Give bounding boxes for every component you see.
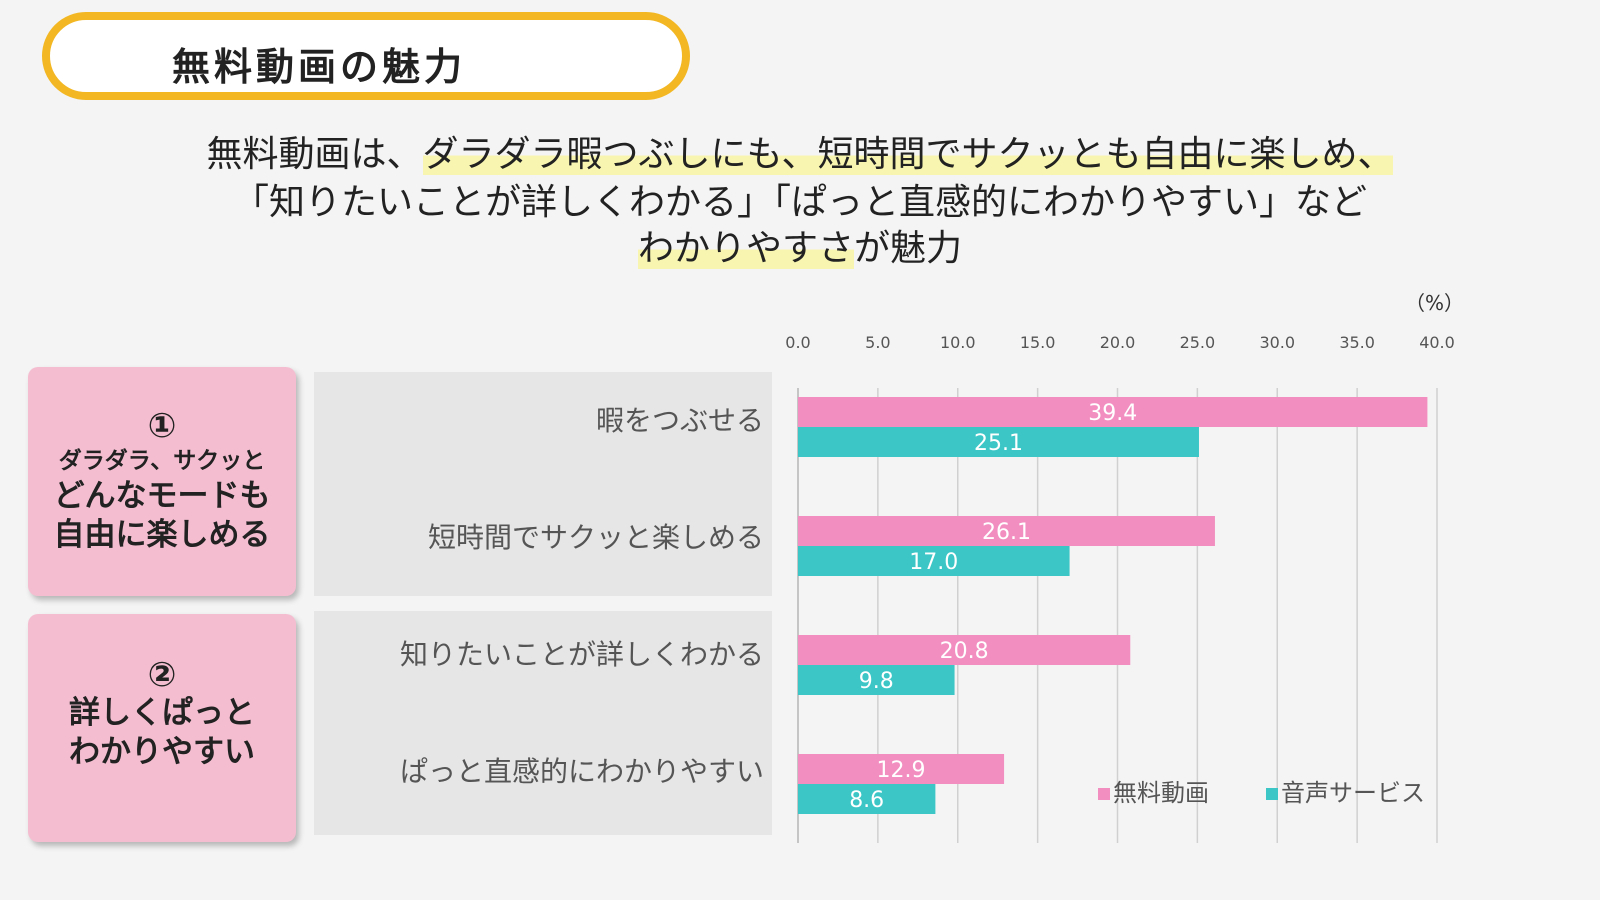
group-card-2: ② 詳しくぱっと わかりやすい <box>28 614 296 842</box>
group-2-number: ② <box>147 655 177 695</box>
group-card-1: ① ダラダラ、サクッと どんなモードも 自由に楽しめる <box>28 367 296 596</box>
group-1-main-line2: 自由に楽しめる <box>53 517 271 553</box>
x-tick-label: 15.0 <box>1020 333 1056 352</box>
legend-item-audio-service: 音声サービス <box>1266 773 1425 808</box>
group-1-number: ① <box>147 406 177 446</box>
lead-line-1-prefix: 無料動画は、 <box>206 134 423 175</box>
x-tick-label: 25.0 <box>1180 333 1216 352</box>
x-tick-label: 30.0 <box>1259 333 1295 352</box>
legend-item-free-video: 無料動画 <box>1098 773 1209 808</box>
group-2-main-line1: 詳しくぱっと <box>69 695 255 731</box>
x-tick-label: 0.0 <box>785 333 810 352</box>
legend-label-audio-service: 音声サービス <box>1281 779 1425 807</box>
x-tick-label: 10.0 <box>940 333 976 352</box>
bar <box>798 784 936 814</box>
bar <box>798 546 1070 576</box>
data-label: 12.9 <box>877 758 926 783</box>
category-label: 暇をつぶせる <box>595 404 764 437</box>
unit-label: （%） <box>1405 291 1465 315</box>
bar <box>798 397 1428 427</box>
data-label: 20.8 <box>940 639 989 664</box>
x-tick-label: 20.0 <box>1100 333 1136 352</box>
data-label: 26.1 <box>982 520 1031 545</box>
category-label: 知りたいことが詳しくわかる <box>399 638 764 671</box>
bar <box>798 516 1215 546</box>
bar <box>798 427 1199 457</box>
x-tick-label: 40.0 <box>1419 333 1455 352</box>
lead-line-3-suffix: が魅力 <box>854 228 963 269</box>
legend-swatch-audio-service <box>1266 788 1278 800</box>
lead-line-3: わかりやすさが魅力 <box>0 226 1600 272</box>
page-title: 無料動画の魅力 <box>172 45 467 89</box>
legend-swatch-free-video <box>1098 788 1110 800</box>
legend-label-free-video: 無料動画 <box>1113 779 1209 807</box>
bar <box>798 754 1005 784</box>
lead-line-1: 無料動画は、ダラダラ暇つぶしにも、短時間でサクッとも自由に楽しめ、 <box>0 132 1600 178</box>
lead-line-2: 「知りたいことが詳しくわかる」「ぱっと直感的にわかりやすい」など <box>232 182 1367 223</box>
bar <box>798 635 1131 665</box>
category-label: ぱっと直感的にわかりやすい <box>399 755 764 788</box>
group-1-sub: ダラダラ、サクッと <box>58 448 266 474</box>
bar <box>798 665 955 695</box>
data-label: 39.4 <box>1088 401 1137 426</box>
data-label: 8.6 <box>849 788 884 813</box>
category-label: 短時間でサクッと楽しめる <box>427 521 764 554</box>
category-panel-2 <box>314 611 772 835</box>
category-panel-1 <box>314 372 772 596</box>
x-tick-label: 5.0 <box>865 333 890 352</box>
x-tick-label: 35.0 <box>1339 333 1375 352</box>
data-label: 17.0 <box>909 550 958 575</box>
group-2-main-line2: わかりやすい <box>69 734 255 770</box>
group-1-main-line1: どんなモードも <box>53 478 271 514</box>
lead-line-1-highlight: ダラダラ暇つぶしにも、短時間でサクッとも自由に楽しめ、 <box>422 134 1394 175</box>
lead-line-3-highlight: わかりやすさ <box>637 228 854 269</box>
data-label: 9.8 <box>859 669 894 694</box>
title-banner <box>42 12 690 100</box>
data-label: 25.1 <box>974 431 1023 456</box>
